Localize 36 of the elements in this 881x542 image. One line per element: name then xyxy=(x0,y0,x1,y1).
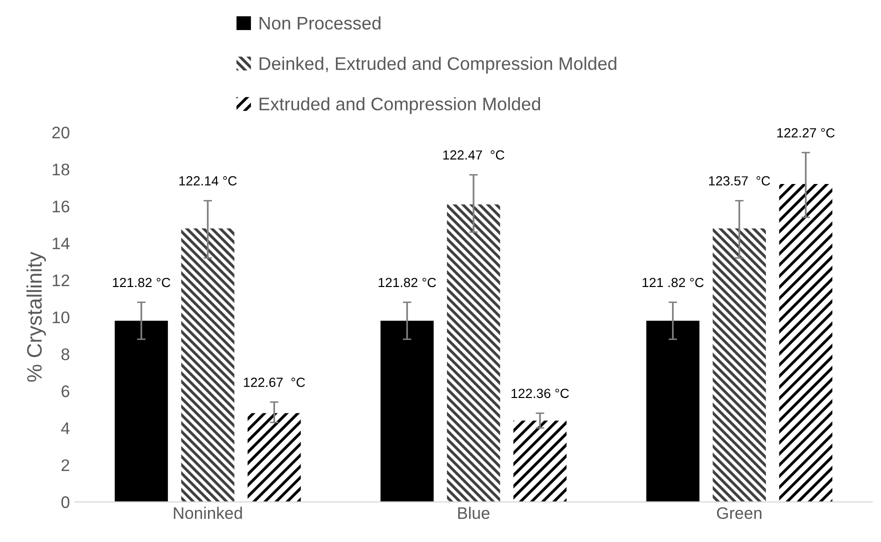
y-tick-label: 18 xyxy=(52,164,70,176)
y-tick-label: 12 xyxy=(52,274,70,286)
annotation: 122.27 °C xyxy=(777,128,835,138)
bar xyxy=(380,320,434,502)
annotation: 121.82 °C xyxy=(378,278,436,288)
bar xyxy=(181,228,234,502)
annotation: 122.47 °C xyxy=(443,150,504,160)
annotation: 121 .82 °C xyxy=(642,278,704,288)
legend-label: Extruded and Compression Molded xyxy=(260,97,540,114)
x-tick-label: Noninked xyxy=(174,506,242,519)
bar xyxy=(712,228,766,502)
y-tick-label: 16 xyxy=(52,200,70,212)
y-tick-label: 4 xyxy=(61,422,70,434)
annotation: 123.57 °C xyxy=(709,176,770,186)
bar xyxy=(114,320,168,502)
y-tick-label: 20 xyxy=(52,126,70,138)
x-tick-label: Green xyxy=(716,507,762,519)
annotation: 122.67 °C xyxy=(244,378,305,387)
y-tick-label: 8 xyxy=(61,348,70,360)
bar xyxy=(513,420,567,502)
y-tick-label: 0 xyxy=(61,496,70,508)
bar xyxy=(646,320,700,502)
y-tick-label: 6 xyxy=(62,385,70,398)
x-tick-label: Blue xyxy=(458,506,490,519)
annotation: 122.36 °C xyxy=(512,388,569,398)
bar xyxy=(248,413,301,502)
annotation: 122.14 °C xyxy=(179,176,237,186)
bar xyxy=(779,184,832,502)
legend-label: Non Processed xyxy=(260,16,380,30)
y-tick-label: 14 xyxy=(52,238,70,250)
bar xyxy=(446,204,500,502)
annotation: 121.82 °C xyxy=(112,278,170,288)
legend-label: Deinked, Extruded and Compression Molded xyxy=(260,56,616,74)
y-tick-label: 2 xyxy=(62,459,70,471)
y-axis-title: % Crystallinity xyxy=(26,252,46,382)
y-tick-label: 10 xyxy=(52,311,70,324)
